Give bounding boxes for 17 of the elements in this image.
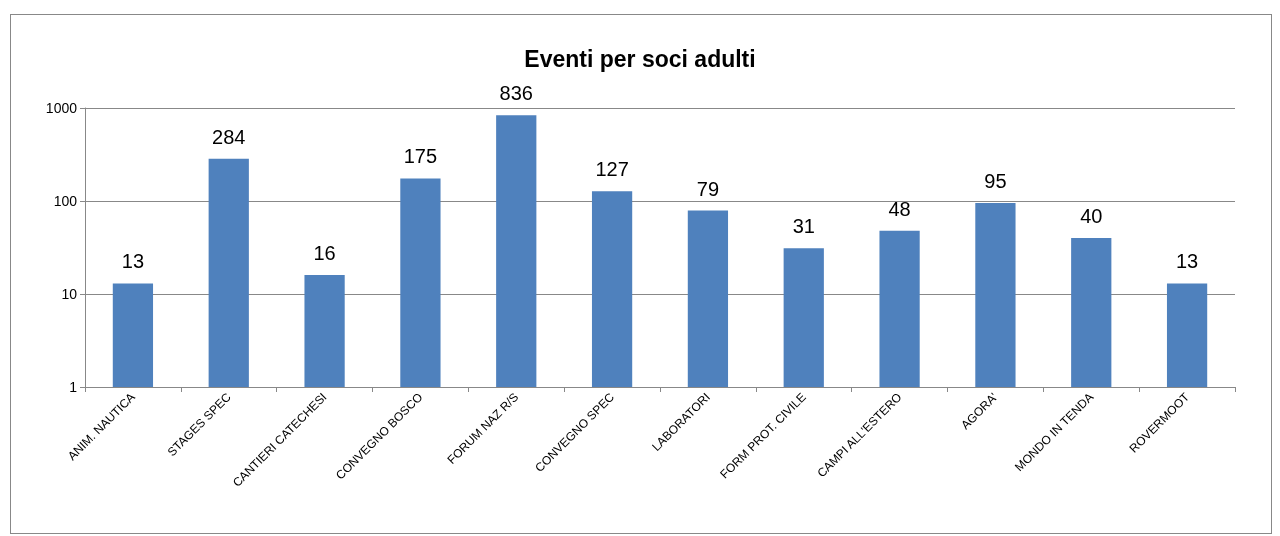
data-label: 16 xyxy=(313,242,336,265)
data-label: 79 xyxy=(696,177,720,200)
y-tick-label: 100 xyxy=(53,193,78,209)
data-label: 31 xyxy=(792,215,815,238)
data-label: 13 xyxy=(121,250,145,273)
data-label: 95 xyxy=(984,170,1007,193)
y-tick-label: 1000 xyxy=(45,100,78,116)
data-label: 836 xyxy=(499,82,533,105)
chart-title: Eventi per soci adulti xyxy=(524,45,756,72)
data-label: 40 xyxy=(1080,205,1103,228)
y-tick-label: 10 xyxy=(61,286,78,302)
data-label: 284 xyxy=(212,125,246,148)
data-label: 175 xyxy=(403,145,438,168)
data-label: 127 xyxy=(595,158,629,181)
data-label: 48 xyxy=(888,197,911,220)
y-tick-label: 1 xyxy=(69,379,78,395)
data-label: 13 xyxy=(1175,250,1199,273)
